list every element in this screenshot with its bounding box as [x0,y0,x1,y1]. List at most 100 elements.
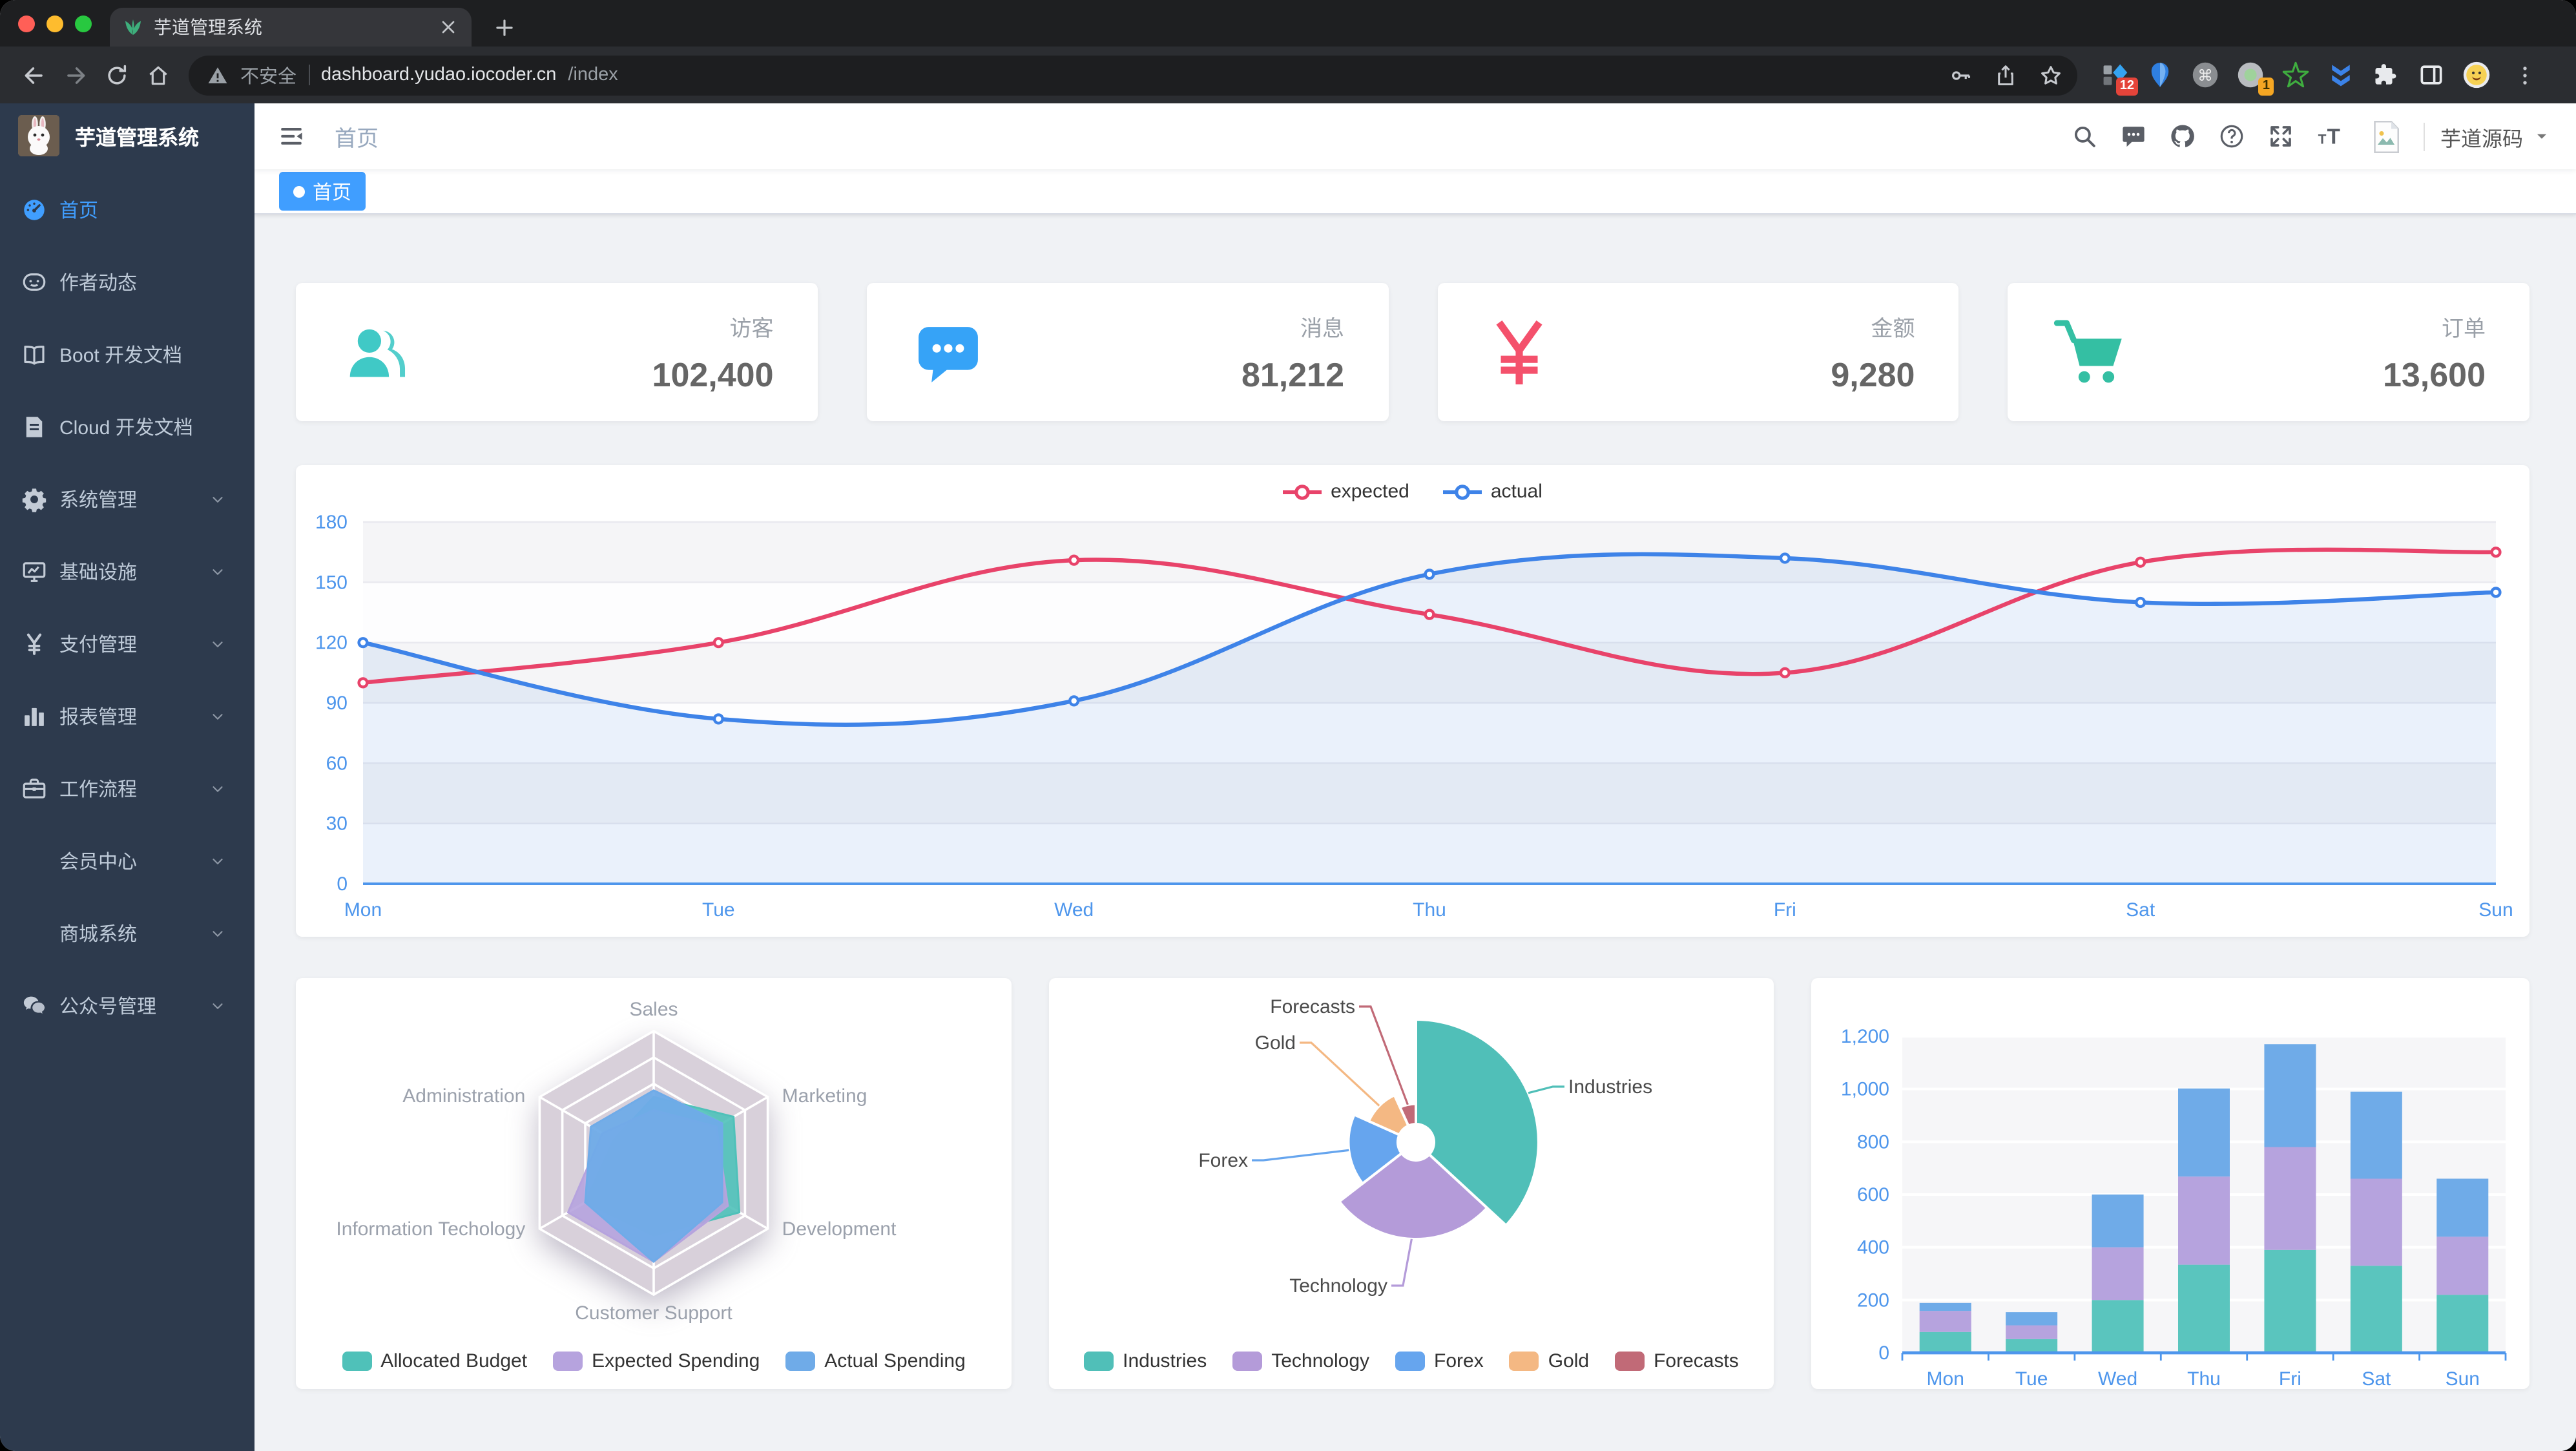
profile-avatar-icon[interactable] [2462,61,2491,89]
sidebar-item-10[interactable]: 商城系统 [0,897,254,969]
sidebar-item-5[interactable]: 基础设施 [0,535,254,607]
bar-segment[interactable] [2006,1312,2058,1326]
bar-segment[interactable] [1919,1311,1971,1332]
caret-down-icon[interactable] [2533,128,2550,145]
username[interactable]: 芋道源码 [2440,129,2523,151]
wechat-icon [21,992,48,1019]
legend-item[interactable]: Forex [1395,1350,1484,1372]
bar-segment[interactable] [2178,1176,2230,1265]
tag-home[interactable]: 首页 [279,172,366,211]
bar-segment[interactable] [2436,1295,2489,1353]
extension-balloon-icon[interactable] [2146,61,2174,89]
home-button[interactable] [137,54,178,96]
window-close-button[interactable] [18,15,35,32]
sidebar-item-6[interactable]: 支付管理 [0,607,254,680]
bar-segment[interactable] [2350,1266,2402,1353]
stat-panel-0[interactable]: 访客 102,400 [296,283,818,421]
pie-slice[interactable] [1337,1151,1490,1240]
extension-chevrons-icon[interactable] [2327,61,2355,89]
bar-segment[interactable] [2264,1147,2316,1250]
bar-segment[interactable] [2006,1325,2058,1339]
window-zoom-button[interactable] [75,15,92,32]
forward-button[interactable] [54,54,96,96]
sidebar-logo[interactable]: 芋道管理系统 [0,103,254,168]
extension-command-icon[interactable]: ⌘ [2191,61,2219,89]
bar-segment[interactable] [2350,1178,2402,1266]
sidebar-item-11[interactable]: 公众号管理 [0,969,254,1041]
legend-item[interactable]: Actual Spending [785,1350,966,1372]
sidebar-item-1[interactable]: 作者动态 [0,245,254,318]
pie-slice[interactable] [1347,1112,1404,1185]
bar-segment[interactable] [2006,1339,2058,1353]
share-icon[interactable] [1988,58,2022,92]
pie-slice[interactable] [1415,1018,1540,1227]
y-tick-label: 800 [1857,1131,1889,1153]
bar-segment[interactable] [1919,1331,1971,1353]
bar-segment[interactable] [2092,1247,2144,1300]
bar-segment[interactable] [2178,1264,2230,1353]
sidebar-item-label: 工作流程 [59,778,138,800]
stat-panel-2[interactable]: 金额 9,280 [1437,283,1959,421]
x-tick-label: Tue [702,899,735,921]
sidebar-item-4[interactable]: 系统管理 [0,463,254,535]
reload-button[interactable] [96,54,137,96]
bar-segment[interactable] [2178,1088,2230,1177]
security-warning-icon[interactable] [207,64,229,86]
stat-panel-1[interactable]: 消息 81,212 [866,283,1388,421]
sidepanel-icon[interactable] [2417,61,2446,89]
legend-item[interactable]: expected [1283,481,1409,503]
y-tick-label: 180 [315,512,348,533]
breadcrumb[interactable]: 首页 [335,127,379,151]
search-button[interactable] [2062,113,2108,160]
bar-segment[interactable] [2092,1300,2144,1353]
bar-segment[interactable] [2436,1237,2489,1295]
bar-segment[interactable] [1919,1302,1971,1311]
legend-item[interactable]: Forecasts [1615,1350,1739,1372]
bookmark-star-icon[interactable] [2033,58,2067,92]
browser-tab-strip: 芋道管理系统 [0,0,2576,47]
extension-badge: 12 [2115,78,2138,96]
legend-item[interactable]: Industries [1084,1350,1207,1372]
legend-item[interactable]: Technology [1232,1350,1369,1372]
fullscreen-button[interactable] [2258,113,2305,160]
address-bar[interactable]: 不安全 dashboard.yudao.iocoder.cn/index [189,55,2077,95]
new-tab-button[interactable] [492,16,517,40]
bar-segment[interactable] [2264,1249,2316,1353]
chevron-down-icon [209,490,226,507]
stat-panel-3[interactable]: 订单 13,600 [2008,283,2529,421]
message-button[interactable] [2111,113,2157,160]
bar-segment[interactable] [2264,1044,2316,1147]
bar-segment[interactable] [2436,1178,2489,1237]
passwords-key-icon[interactable] [1943,58,1977,92]
sidebar-item-8[interactable]: 工作流程 [0,752,254,824]
legend-item[interactable]: Expected Spending [553,1350,760,1372]
sidebar-item-0[interactable]: 首页 [0,173,254,245]
extension-grid-icon[interactable]: 12 [2101,61,2138,96]
sidebar-item-7[interactable]: 报表管理 [0,680,254,752]
hamburger-button[interactable] [265,110,317,162]
legend-item[interactable]: Allocated Budget [342,1350,527,1372]
bar-segment[interactable] [2350,1091,2402,1179]
user-avatar[interactable] [2367,117,2405,156]
docs-help-button[interactable] [2209,113,2256,160]
puzzle-icon[interactable] [2372,61,2400,89]
sidebar-item-3[interactable]: Cloud 开发文档 [0,390,254,463]
browser-tab[interactable]: 芋道管理系统 [110,8,472,47]
sidebar-item-2[interactable]: Boot 开发文档 [0,318,254,390]
extension-star-icon[interactable] [2281,61,2310,89]
legend-item[interactable]: Gold [1509,1350,1589,1372]
legend-item[interactable]: actual [1442,481,1542,503]
sidebar-item-9[interactable]: 会员中心 [0,824,254,897]
pie-slice[interactable] [1398,1102,1417,1128]
back-button[interactable] [13,54,54,96]
extension-circle-icon[interactable]: 1 [2236,61,2274,96]
browser-menu-button[interactable] [2504,54,2545,96]
bar-chart-svg: 0 200 400 600 800 1,000 1,200 Mon Tue Wed Thu Fri Sa… [1841,1026,2507,1389]
bar-segment[interactable] [2092,1195,2144,1247]
github-button[interactable] [2160,113,2207,160]
gear-icon [21,485,48,512]
tab-close-icon[interactable] [438,17,459,37]
pie-slice[interactable] [1367,1093,1411,1137]
window-minimize-button[interactable] [47,15,63,32]
